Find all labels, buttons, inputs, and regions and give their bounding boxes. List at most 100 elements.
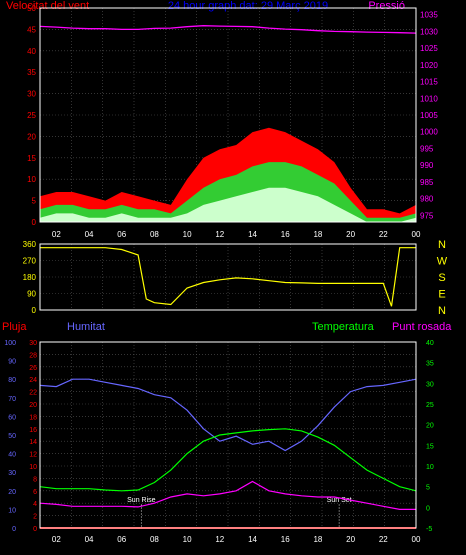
lower-x-tick: 04: [85, 535, 94, 544]
wind-x-tick: 02: [52, 230, 61, 239]
pressure-tick: 1015: [420, 78, 438, 87]
temperature-tick: 40: [426, 340, 434, 347]
pressure-tick: 1035: [420, 11, 438, 20]
temperature-tick: 10: [426, 464, 434, 471]
rain-tick: 28: [29, 352, 37, 359]
direction-tick: 0: [32, 306, 37, 315]
sun-event-label: Sun Rise: [127, 497, 156, 504]
lower-x-tick: 02: [52, 535, 61, 544]
rain-tick: 12: [29, 452, 37, 459]
pressure-line: [39, 25, 417, 34]
wind-speed-tick: 15: [27, 154, 36, 163]
humidity-percent-tick: 80: [8, 377, 16, 384]
wind-direction-line: [40, 247, 416, 307]
wind-panel-frame: [39, 7, 417, 223]
wind-x-tick: 20: [346, 230, 355, 239]
rain-tick: 14: [29, 439, 37, 446]
direction-tick: 270: [23, 257, 37, 266]
humidity-percent-tick: 100: [4, 340, 16, 347]
rain-tick: 26: [29, 365, 37, 372]
wind-x-tick: 12: [215, 230, 224, 239]
humidity-percent-tick: 60: [8, 414, 16, 421]
wind-speed-tick: 10: [27, 175, 36, 184]
lower-x-tick: 14: [248, 535, 257, 544]
compass-letter: W: [437, 256, 448, 268]
rain-axis-label: Pluja: [2, 321, 27, 333]
compass-letter: N: [438, 305, 446, 317]
wind-x-tick: 08: [150, 230, 159, 239]
lower-x-tick: 06: [117, 535, 126, 544]
direction-tick: 90: [27, 290, 36, 299]
pressure-tick: 985: [420, 178, 434, 187]
wind-speed-tick: 0: [32, 218, 37, 227]
pressure-tick: 1020: [420, 61, 438, 70]
temperature-line: [39, 428, 417, 492]
wind-x-tick: 04: [85, 230, 94, 239]
pressure-tick: 1030: [420, 27, 438, 36]
lower-x-tick: 10: [183, 535, 192, 544]
wind-speed-tick: 50: [27, 4, 36, 13]
lower-x-tick: 00: [412, 535, 421, 544]
temperature-tick: 35: [426, 361, 434, 368]
humidity-percent-tick: 10: [8, 507, 16, 514]
lower-panel-frame: [39, 341, 417, 529]
dewpoint-line: [39, 480, 416, 510]
wind-speed-tick: 45: [27, 25, 36, 34]
rain-tick: 20: [29, 402, 37, 409]
rain-tick: 8: [33, 476, 37, 483]
wind-x-tick: 16: [281, 230, 290, 239]
wind-x-tick: 10: [183, 230, 192, 239]
rain-tick: 6: [33, 489, 37, 496]
wind-speed-tick: 30: [27, 90, 36, 99]
temperature-tick: 5: [426, 485, 430, 492]
rain-tick: 0: [33, 526, 37, 533]
compass-letter: N: [438, 239, 446, 251]
rain-tick: 16: [29, 427, 37, 434]
pressure-tick: 980: [420, 195, 434, 204]
pressure-axis-label: Pressió: [368, 0, 405, 12]
temperature-tick: 20: [426, 423, 434, 430]
dewpoint-axis-label: Punt rosada: [392, 321, 452, 333]
humidity-line: [39, 378, 417, 452]
direction-tick: 360: [23, 240, 37, 249]
temperature-tick: 0: [426, 505, 430, 512]
humidity-percent-tick: 50: [8, 433, 16, 440]
wind-x-tick: 00: [412, 230, 421, 239]
temperature-tick: 30: [426, 381, 434, 388]
wind-x-tick: 18: [313, 230, 322, 239]
sun-event-label: Sun Set: [327, 497, 352, 504]
rain-tick: 30: [29, 340, 37, 347]
wind-x-tick: 22: [379, 230, 388, 239]
humidity-percent-tick: 70: [8, 396, 16, 403]
temperature-tick: 25: [426, 402, 434, 409]
humidity-percent-tick: 20: [8, 489, 16, 496]
lower-x-tick: 20: [346, 535, 355, 544]
wind-speed-axis-label: Velocitat del vent: [6, 0, 89, 12]
rain-tick: 4: [33, 501, 37, 508]
compass-letter: S: [438, 272, 445, 284]
rain-tick: 24: [29, 377, 37, 384]
wind-speed-tick: 20: [27, 132, 36, 141]
wind-x-tick: 14: [248, 230, 257, 239]
pressure-tick: 1000: [420, 128, 438, 137]
humidity-axis-label: Humitat: [67, 321, 105, 333]
chart-title: 24 hour graph dat: 29 Març 2019: [168, 0, 328, 12]
pressure-tick: 1025: [420, 44, 438, 53]
humidity-percent-tick: 0: [12, 526, 16, 533]
lower-x-tick: 18: [313, 535, 322, 544]
temperature-tick: -5: [426, 526, 432, 533]
wind-x-tick: 06: [117, 230, 126, 239]
compass-letter: E: [438, 289, 445, 301]
humidity-percent-tick: 40: [8, 452, 16, 459]
pressure-tick: 995: [420, 144, 434, 153]
pressure-tick: 1010: [420, 94, 438, 103]
pressure-tick: 975: [420, 211, 434, 220]
rain-tick: 22: [29, 390, 37, 397]
lower-x-tick: 22: [379, 535, 388, 544]
lower-x-tick: 08: [150, 535, 159, 544]
rain-tick: 18: [29, 414, 37, 421]
lower-x-tick: 12: [215, 535, 224, 544]
direction-panel-frame: [39, 243, 417, 311]
